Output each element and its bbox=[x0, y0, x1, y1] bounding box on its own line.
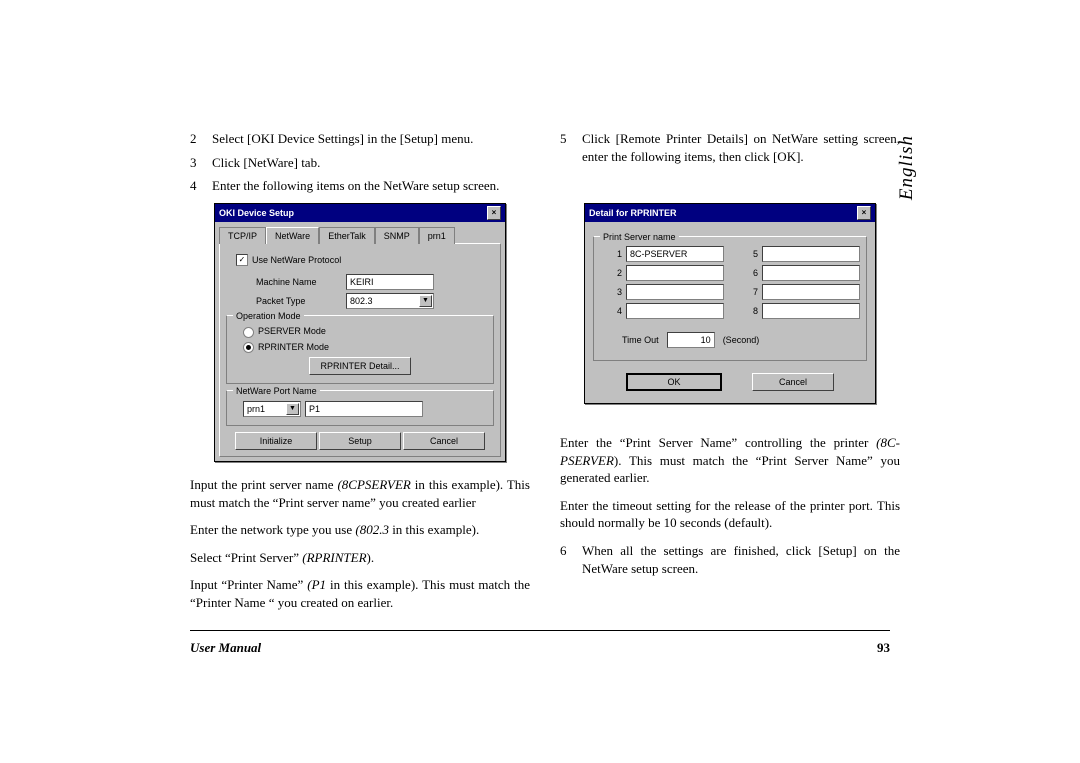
server-input-8[interactable] bbox=[762, 303, 860, 319]
dialog-titlebar: OKI Device Setup × bbox=[215, 204, 505, 222]
machine-name-label: Machine Name bbox=[256, 276, 346, 288]
step-text: When all the settings are finished, clic… bbox=[582, 542, 900, 577]
tab-prn1[interactable]: prn1 bbox=[419, 227, 455, 244]
cancel-button[interactable]: Cancel bbox=[403, 432, 485, 450]
server-input-3[interactable] bbox=[626, 284, 724, 300]
radio-label: PSERVER Mode bbox=[258, 326, 326, 336]
packet-type-label: Packet Type bbox=[256, 295, 346, 307]
step-2: 2 Select [OKI Device Settings] in the [S… bbox=[190, 130, 530, 148]
step-text: Select [OKI Device Settings] in the [Set… bbox=[212, 130, 530, 148]
tab-panel: ✓ Use NetWare Protocol Machine Name KEIRI… bbox=[219, 243, 501, 457]
paragraph: Enter the timeout setting for the releas… bbox=[560, 497, 900, 532]
setup-button[interactable]: Setup bbox=[319, 432, 401, 450]
dialog-title: OKI Device Setup bbox=[219, 207, 294, 219]
step-6: 6 When all the settings are finished, cl… bbox=[560, 542, 900, 577]
step-text: Click [NetWare] tab. bbox=[212, 154, 530, 172]
page-footer: User Manual 93 bbox=[190, 640, 890, 656]
operation-mode-group: Operation Mode PSERVER Mode RPRINTER Mod… bbox=[226, 315, 494, 383]
server-input-1[interactable]: 8C-PSERVER bbox=[626, 246, 724, 262]
step-4: 4 Enter the following items on the NetWa… bbox=[190, 177, 530, 195]
server-input-2[interactable] bbox=[626, 265, 724, 281]
tab-strip: TCP/IP NetWare EtherTalk SNMP prn1 bbox=[215, 222, 505, 243]
page-content: 2 Select [OKI Device Settings] in the [S… bbox=[190, 130, 900, 670]
group-title: NetWare Port Name bbox=[233, 385, 320, 397]
server-input-5[interactable] bbox=[762, 246, 860, 262]
step-3: 3 Click [NetWare] tab. bbox=[190, 154, 530, 172]
close-icon[interactable]: × bbox=[487, 206, 501, 220]
group-title: Operation Mode bbox=[233, 310, 304, 322]
chevron-down-icon: ▼ bbox=[419, 295, 432, 307]
pserver-radio[interactable]: PSERVER Mode bbox=[243, 325, 485, 337]
timeout-input[interactable]: 10 bbox=[667, 332, 715, 348]
page-number: 93 bbox=[877, 640, 890, 656]
radio-icon bbox=[243, 327, 254, 338]
left-column: 2 Select [OKI Device Settings] in the [S… bbox=[190, 130, 530, 621]
rprinter-radio[interactable]: RPRINTER Mode bbox=[243, 341, 485, 353]
select-value: prn1 bbox=[247, 403, 265, 415]
machine-name-input[interactable]: KEIRI bbox=[346, 274, 434, 290]
dialog-titlebar: Detail for RPRINTER × bbox=[585, 204, 875, 222]
paragraph: Enter the network type you use (802.3 in… bbox=[190, 521, 530, 539]
tab-netware[interactable]: NetWare bbox=[266, 227, 319, 244]
step-num: 5 bbox=[560, 130, 582, 165]
paragraph: Select “Print Server” (RPRINTER). bbox=[190, 549, 530, 567]
ok-button[interactable]: OK bbox=[626, 373, 722, 391]
radio-label: RPRINTER Mode bbox=[258, 342, 329, 352]
footer-rule bbox=[190, 630, 890, 631]
checkbox-label: Use NetWare Protocol bbox=[252, 255, 341, 265]
step-num: 2 bbox=[190, 130, 212, 148]
checkbox-icon: ✓ bbox=[236, 254, 248, 266]
group-title: Print Server name bbox=[600, 231, 679, 243]
rprinter-detail-dialog: Detail for RPRINTER × Print Server name … bbox=[584, 203, 876, 404]
cancel-button[interactable]: Cancel bbox=[752, 373, 834, 391]
paragraph: Input the print server name (8CPSERVER i… bbox=[190, 476, 530, 511]
tab-ethertalk[interactable]: EtherTalk bbox=[319, 227, 375, 244]
chevron-down-icon: ▼ bbox=[286, 403, 299, 415]
netware-port-group: NetWare Port Name prn1 ▼ P1 bbox=[226, 390, 494, 426]
timeout-label: Time Out bbox=[622, 334, 659, 346]
server-input-6[interactable] bbox=[762, 265, 860, 281]
tab-snmp[interactable]: SNMP bbox=[375, 227, 419, 244]
timeout-unit: (Second) bbox=[723, 334, 760, 346]
port-name-input[interactable]: P1 bbox=[305, 401, 423, 417]
print-server-group: Print Server name 18C-PSERVER 2 3 4 5 6 bbox=[593, 236, 867, 361]
step-5: 5 Click [Remote Printer Details] on NetW… bbox=[560, 130, 900, 165]
footer-title: User Manual bbox=[190, 640, 261, 656]
dialog-title: Detail for RPRINTER bbox=[589, 207, 677, 219]
close-icon[interactable]: × bbox=[857, 206, 871, 220]
step-text: Enter the following items on the NetWare… bbox=[212, 177, 530, 195]
step-num: 6 bbox=[560, 542, 582, 577]
port-select[interactable]: prn1 ▼ bbox=[243, 401, 301, 417]
server-input-4[interactable] bbox=[626, 303, 724, 319]
select-value: 802.3 bbox=[350, 295, 373, 307]
step-num: 4 bbox=[190, 177, 212, 195]
oki-device-setup-dialog: OKI Device Setup × TCP/IP NetWare EtherT… bbox=[214, 203, 506, 462]
paragraph: Enter the “Print Server Name” controllin… bbox=[560, 434, 900, 487]
step-num: 3 bbox=[190, 154, 212, 172]
step-text: Click [Remote Printer Details] on NetWar… bbox=[582, 130, 900, 165]
server-input-7[interactable] bbox=[762, 284, 860, 300]
packet-type-select[interactable]: 802.3 ▼ bbox=[346, 293, 434, 309]
tab-tcpip[interactable]: TCP/IP bbox=[219, 227, 266, 244]
use-netware-checkbox[interactable]: ✓ Use NetWare Protocol bbox=[236, 254, 494, 267]
right-column: 5 Click [Remote Printer Details] on NetW… bbox=[560, 130, 900, 621]
initialize-button[interactable]: Initialize bbox=[235, 432, 317, 450]
paragraph: Input “Printer Name” (P1 in this example… bbox=[190, 576, 530, 611]
rprinter-detail-button[interactable]: RPRINTER Detail... bbox=[309, 357, 410, 375]
radio-icon bbox=[243, 342, 254, 353]
